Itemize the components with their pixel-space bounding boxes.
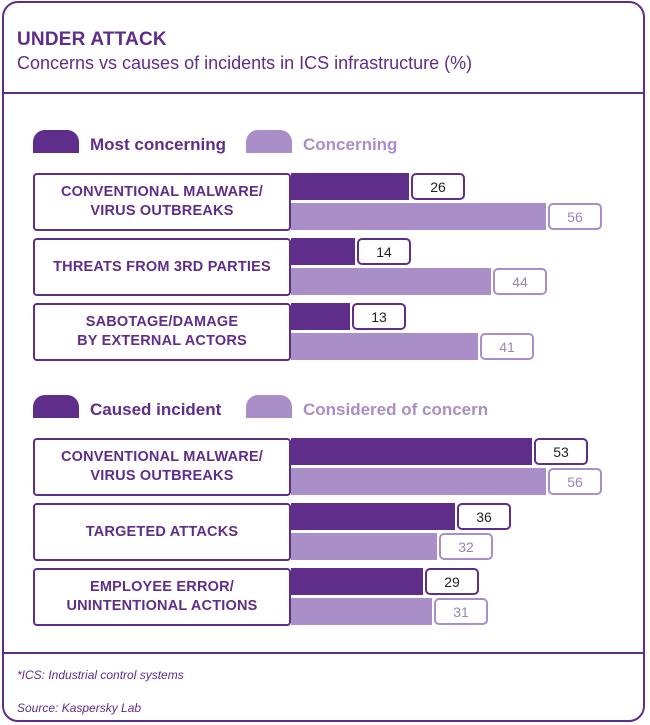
category-label: TARGETED ATTACKS	[85, 523, 239, 540]
bar-primary	[291, 303, 350, 330]
value-label: 31	[434, 598, 488, 625]
value-label: 26	[411, 173, 465, 200]
bar-primary	[291, 438, 532, 465]
value-label: 56	[548, 468, 602, 495]
category-box: CONVENTIONAL MALWARE/ VIRUS OUTBREAKS	[33, 438, 291, 496]
value-label: 56	[548, 203, 602, 230]
bar-primary	[291, 173, 409, 200]
category-label: SABOTAGE/DAMAGE BY EXTERNAL ACTORS	[77, 314, 247, 349]
bar-secondary	[291, 203, 546, 230]
category-box: CONVENTIONAL MALWARE/ VIRUS OUTBREAKS	[33, 173, 291, 231]
chart-title: UNDER ATTACK	[17, 29, 167, 50]
chart-subtitle: Concerns vs causes of incidents in ICS i…	[17, 53, 473, 73]
value-label: 44	[493, 268, 547, 295]
legend-swatch-dark	[33, 130, 79, 153]
footer-divider	[2, 652, 645, 654]
category-label: EMPLOYEE ERROR/ UNINTENTIONAL ACTIONS	[66, 579, 258, 614]
legend-label: Caused incident	[90, 400, 222, 419]
bar-secondary	[291, 333, 478, 360]
bar-secondary	[291, 468, 546, 495]
category-box: SABOTAGE/DAMAGE BY EXTERNAL ACTORS	[33, 303, 291, 361]
value-label: 13	[352, 303, 406, 330]
category-label: CONVENTIONAL MALWARE/ VIRUS OUTBREAKS	[60, 449, 264, 484]
bar-secondary	[291, 598, 432, 625]
legend-swatch-dark	[33, 395, 79, 418]
category-box: EMPLOYEE ERROR/ UNINTENTIONAL ACTIONS	[33, 568, 291, 626]
header-divider	[2, 92, 645, 94]
bar-primary	[291, 503, 455, 530]
value-label: 29	[425, 568, 479, 595]
bar-primary	[291, 238, 355, 265]
value-label: 36	[457, 503, 511, 530]
value-label: 41	[480, 333, 534, 360]
bar-secondary	[291, 533, 437, 560]
category-label: CONVENTIONAL MALWARE/ VIRUS OUTBREAKS	[60, 184, 264, 219]
legend-swatch-light	[246, 395, 292, 418]
source-note: Source: Kaspersky Lab	[17, 701, 142, 715]
legend-label: Most concerning	[90, 135, 227, 154]
legend-label: Considered of concern	[303, 400, 489, 419]
category-box: THREATS FROM 3RD PARTIES	[33, 238, 291, 296]
value-label: 14	[357, 238, 411, 265]
legend-swatch-light	[246, 130, 292, 153]
category-label: THREATS FROM 3RD PARTIES	[53, 258, 271, 275]
value-label: 53	[534, 438, 588, 465]
category-box: TARGETED ATTACKS	[33, 503, 291, 561]
legend-label: Concerning	[303, 135, 398, 154]
bar-primary	[291, 568, 423, 595]
footnote: *ICS: Industrial control systems	[17, 668, 184, 682]
value-label: 32	[439, 533, 493, 560]
bar-secondary	[291, 268, 491, 295]
